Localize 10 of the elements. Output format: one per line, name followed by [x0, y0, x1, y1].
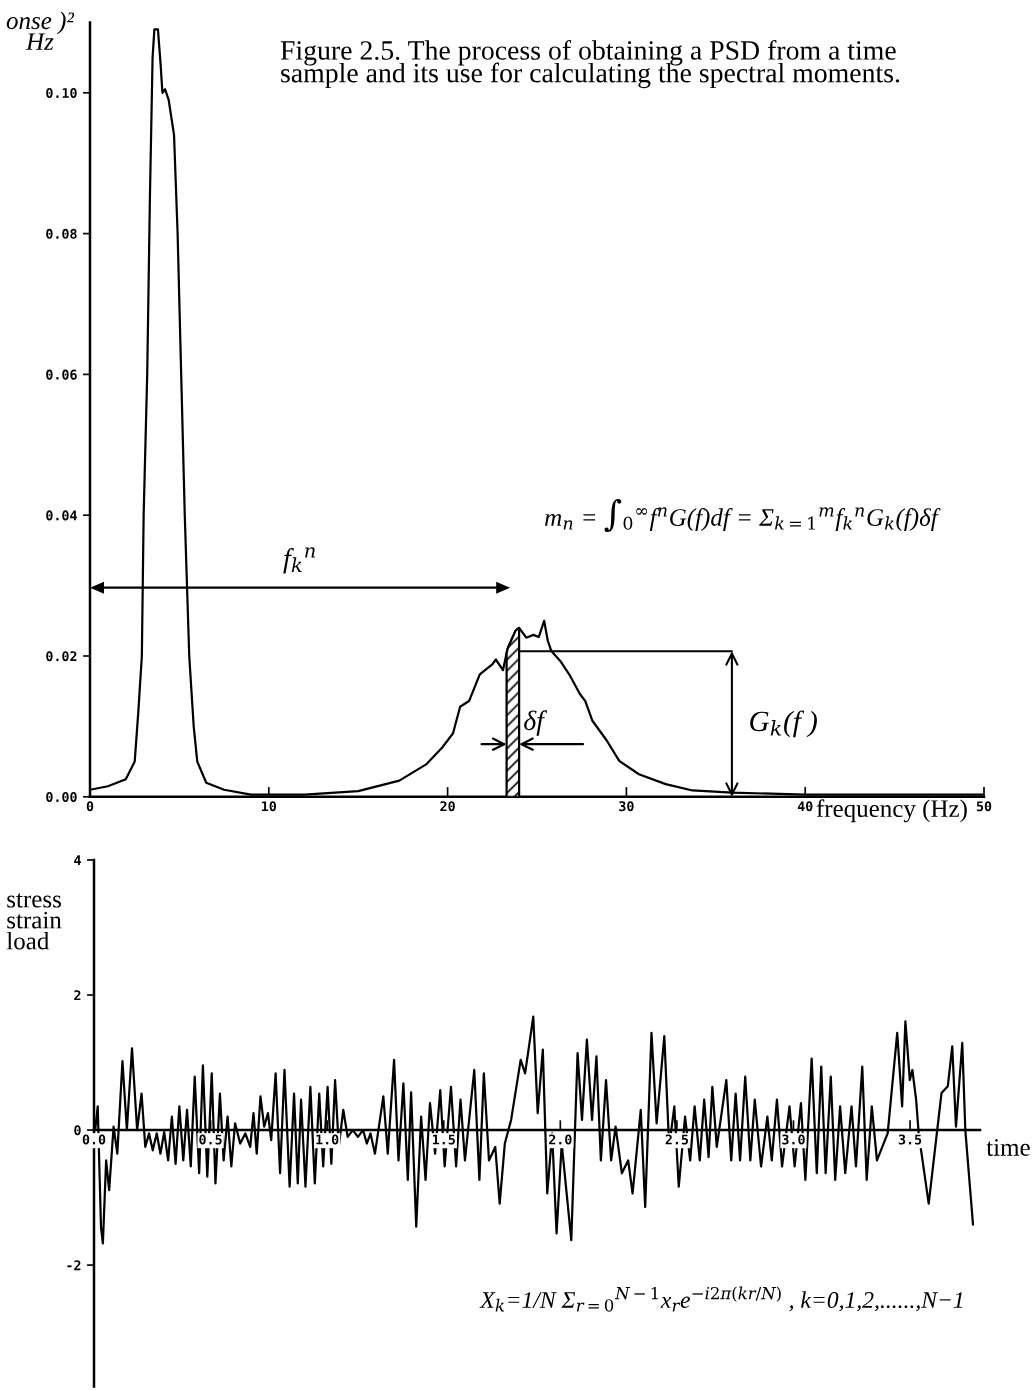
x-axis-title: time — [986, 1139, 1030, 1156]
text: Figure 2.5. The process of obtaining a PSD from a time sample and its use for calculating the spectral moments. — [280, 40, 900, 89]
y-axis-title: stress strain load — [6, 893, 62, 950]
x-axis-title: frequency (Hz) — [816, 799, 967, 823]
band-label: δf — [524, 710, 548, 736]
y-axis-title: onse )² Hz — [6, 11, 75, 50]
text: m$_{n}$ = ∫$_{0}$$^{∞}$f$^{n}$G(f)df = Σ$_{k=1}$$^{m}$f$_{k}$$^{n}$G$_{k}$(f)δf — [545, 498, 941, 533]
text: X$_{k}$=1/N Σ$_{r=0}$$^{N−1}$x$_{r}$e$^{−i2π(kr/N)}$ , k=0,1,2,......,N−1 — [479, 1286, 963, 1312]
annotation: G$_{k}$(f ) — [750, 710, 817, 738]
annotation: f$_{k}$$^{n}$ — [283, 547, 315, 574]
